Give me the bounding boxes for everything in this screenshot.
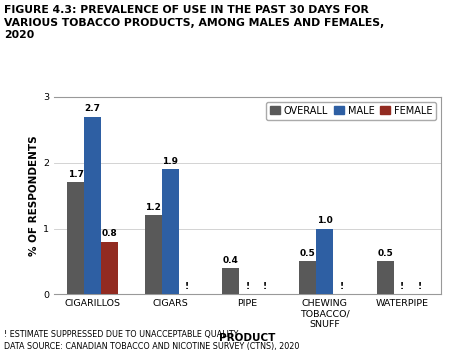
Bar (144, 215, 162, 294)
Text: 1.0: 1.0 (317, 216, 333, 225)
Bar (67, 182, 84, 294)
Legend: OVERALL, MALE, FEMALE: OVERALL, MALE, FEMALE (266, 102, 436, 120)
Text: !: ! (400, 282, 405, 291)
Bar (84, 117, 101, 294)
Text: 1.9: 1.9 (162, 157, 178, 166)
Text: 0.5: 0.5 (378, 249, 393, 258)
Text: 0.4: 0.4 (223, 256, 238, 265)
Text: !: ! (340, 282, 344, 291)
Text: !: ! (262, 282, 266, 291)
Text: !: ! (245, 282, 250, 291)
Text: DATA SOURCE: CANADIAN TOBACCO AND NICOTINE SURVEY (CTNS), 2020: DATA SOURCE: CANADIAN TOBACCO AND NICOTI… (4, 342, 300, 351)
X-axis label: PRODUCT: PRODUCT (219, 333, 276, 343)
Bar (299, 261, 316, 294)
Y-axis label: % OF RESPONDENTS: % OF RESPONDENTS (29, 135, 39, 256)
Text: 1.2: 1.2 (145, 203, 161, 212)
Text: ! ESTIMATE SUPPRESSED DUE TO UNACCEPTABLE QUALITY: ! ESTIMATE SUPPRESSED DUE TO UNACCEPTABL… (4, 330, 239, 339)
Bar (101, 242, 118, 294)
Text: !: ! (185, 282, 189, 291)
Bar (162, 169, 179, 294)
Bar (316, 229, 333, 294)
Text: 0.8: 0.8 (102, 229, 117, 238)
Text: 0.5: 0.5 (300, 249, 316, 258)
Bar (222, 268, 239, 294)
Text: 2.7: 2.7 (85, 104, 101, 113)
Text: FIGURE 4.3: PREVALENCE OF USE IN THE PAST 30 DAYS FOR
VARIOUS TOBACCO PRODUCTS, : FIGURE 4.3: PREVALENCE OF USE IN THE PAS… (4, 5, 385, 40)
Bar (377, 261, 394, 294)
Text: 1.7: 1.7 (68, 170, 84, 179)
Text: !: ! (417, 282, 421, 291)
